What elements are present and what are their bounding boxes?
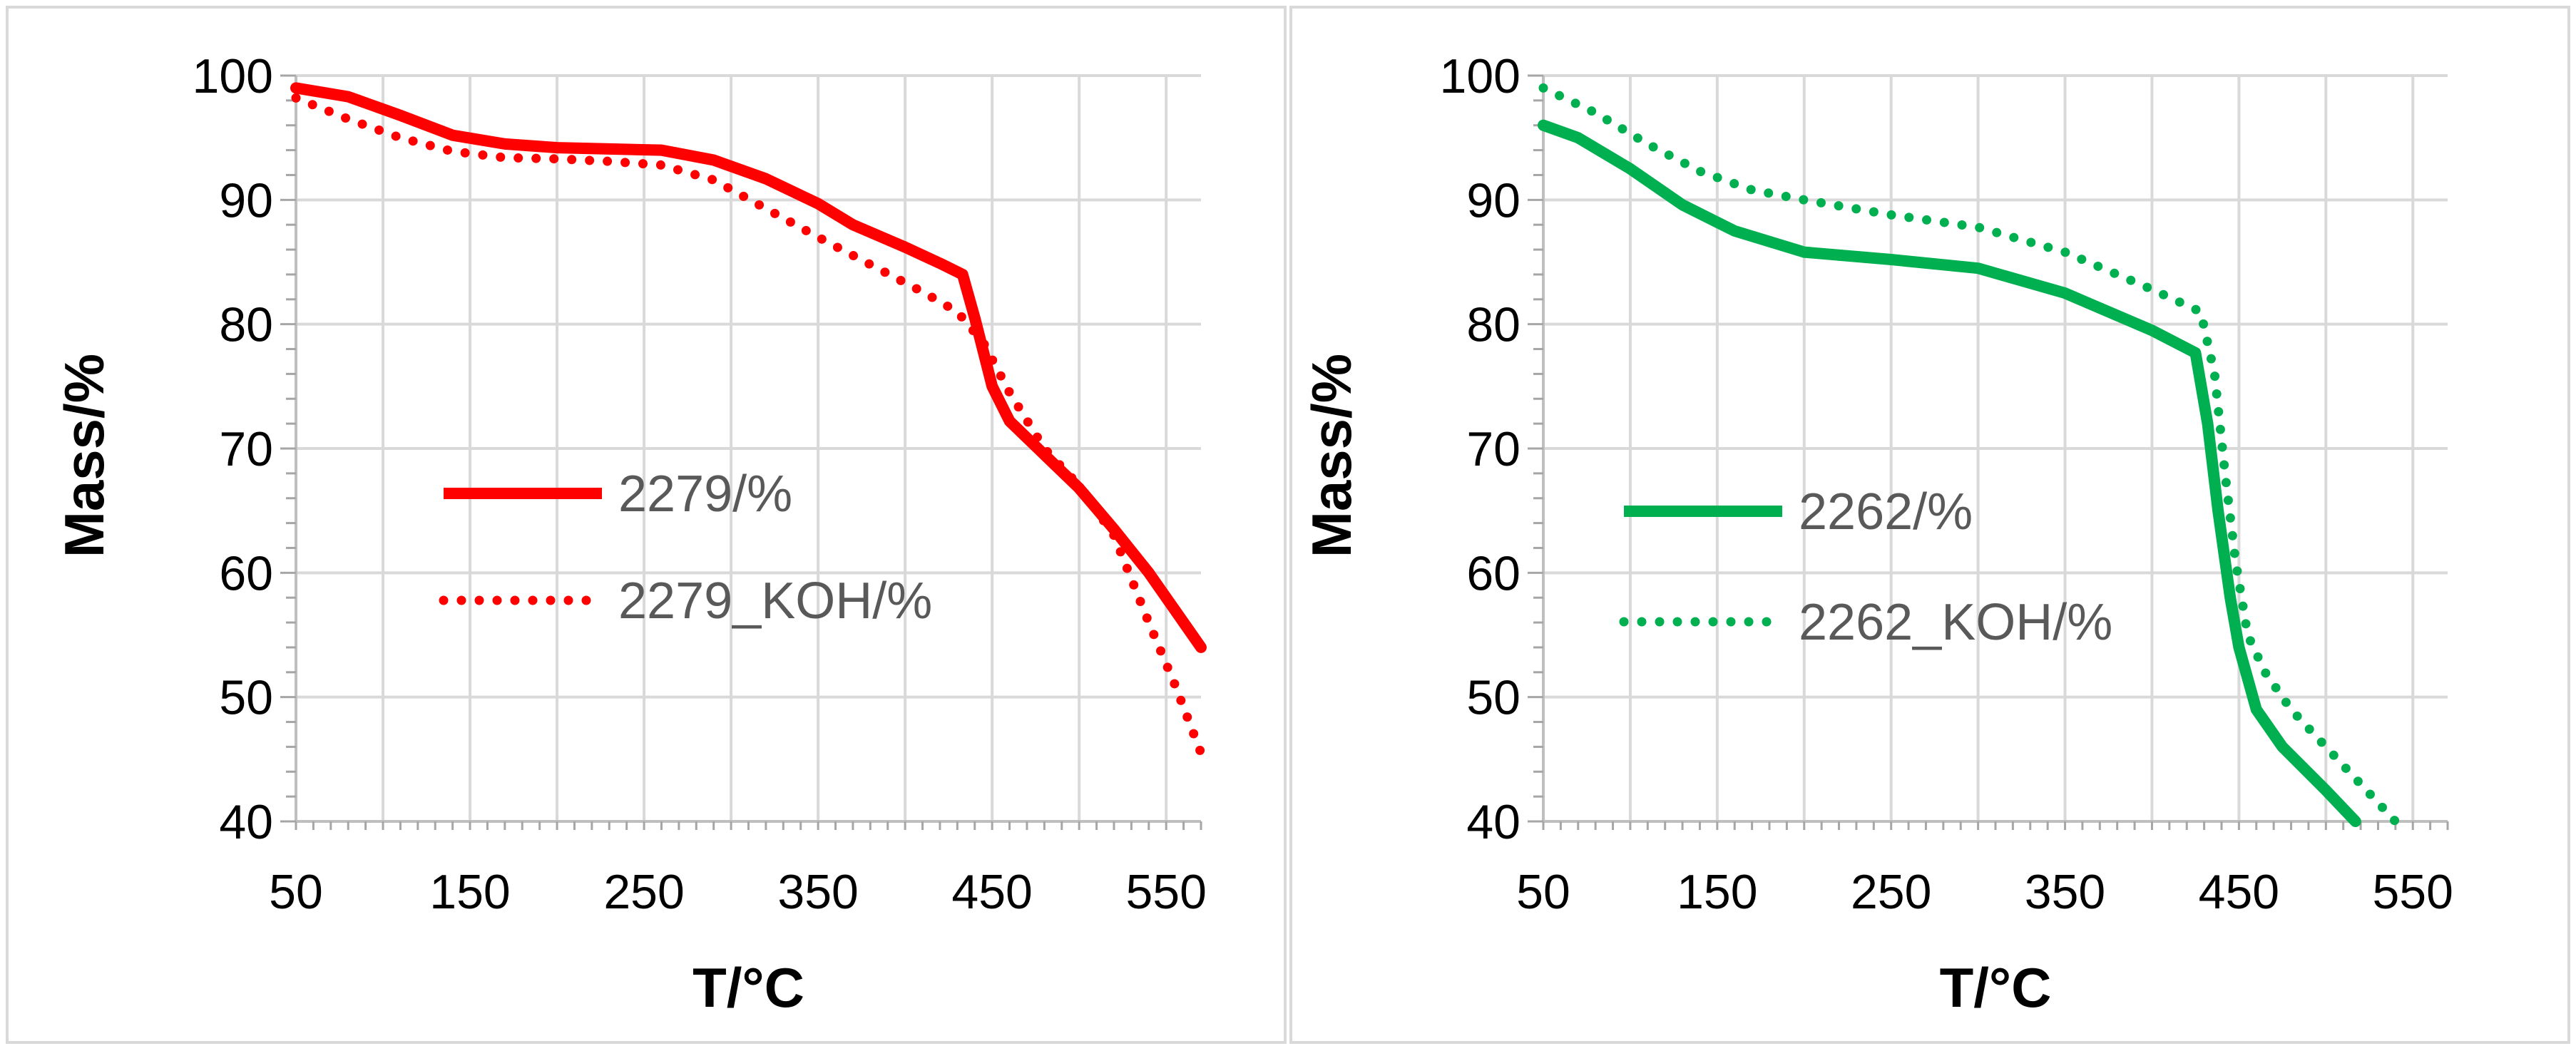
x-tick-label: 150: [429, 865, 510, 919]
x-tick-label: 550: [2372, 865, 2453, 919]
y-tick-label: 40: [1466, 795, 1520, 849]
x-axis-title: T/°C: [692, 956, 804, 1019]
y-tick-label: 100: [193, 49, 273, 103]
x-tick-label: 50: [1516, 865, 1570, 919]
y-tick-label: 90: [219, 173, 273, 227]
x-tick-label: 250: [603, 865, 684, 919]
y-tick-label: 90: [1466, 173, 1520, 227]
chart-panel-left: 40 50 60 70 80 90 100 50 150 250 350 450 550 T/°C Mass…: [6, 6, 1287, 1044]
tga-chart-2279: 40 50 60 70 80 90 100 50 150 250 350 450 550 T/°C Mass…: [53, 49, 1207, 1019]
y-tick-label: 70: [1466, 422, 1520, 476]
y-tick-label: 40: [219, 795, 273, 849]
y-tick-label: 50: [219, 671, 273, 725]
y-axis-title: Mass/%: [1300, 354, 1363, 558]
y-tick-label: 50: [1466, 671, 1520, 725]
series-line: [1538, 119, 2361, 827]
series-line: [291, 93, 1206, 758]
y-tick-label: 100: [1440, 49, 1520, 103]
x-axis-title: T/°C: [1940, 956, 2052, 1019]
x-tick-label: 450: [951, 865, 1032, 919]
legend-label: 2262_KOH/%: [1799, 594, 2112, 651]
legend-label: 2279/%: [618, 466, 792, 523]
x-tick-label: 450: [2199, 865, 2279, 919]
tga-chart-2262: 40 50 60 70 80 90 100 50 150 250 350 450 550 T/°C Mass…: [1300, 49, 2453, 1019]
x-tick-label: 150: [1677, 865, 1757, 919]
series-line: [290, 82, 1207, 653]
series-line: [1538, 83, 2401, 826]
y-tick-label: 60: [1466, 546, 1520, 600]
x-tick-label: 50: [269, 865, 323, 919]
y-tick-label: 80: [219, 298, 273, 352]
legend-label: 2262/%: [1799, 483, 1973, 540]
y-tick-label: 70: [219, 422, 273, 476]
y-axis-title: Mass/%: [53, 354, 116, 558]
chart-panel-right: 40 50 60 70 80 90 100 50 150 250 350 450 550 T/°C Mass…: [1289, 6, 2570, 1044]
x-tick-label: 250: [1851, 865, 1931, 919]
x-tick-label: 350: [2025, 865, 2105, 919]
x-tick-label: 350: [777, 865, 858, 919]
x-tick-label: 550: [1125, 865, 1206, 919]
y-tick-label: 60: [219, 546, 273, 600]
y-tick-label: 80: [1466, 298, 1520, 352]
legend-label: 2279_KOH/%: [618, 573, 932, 630]
